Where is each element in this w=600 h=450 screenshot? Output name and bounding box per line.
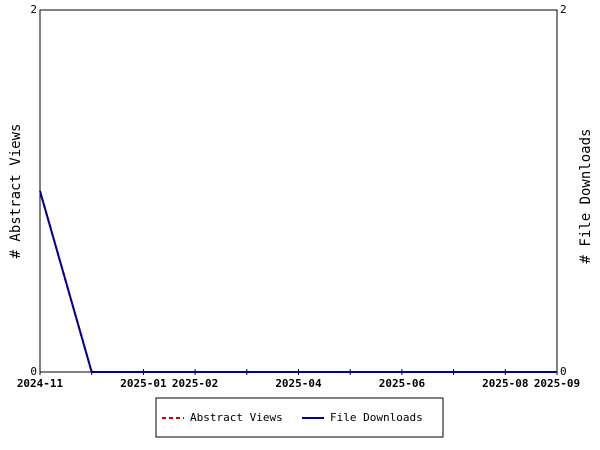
legend-label: Abstract Views — [190, 411, 283, 424]
plot-frame — [39, 9, 558, 373]
legend — [155, 397, 444, 438]
legend-label: File Downloads — [330, 411, 423, 424]
series-line — [39, 190, 557, 373]
x-tick-label: 2025-04 — [275, 377, 322, 390]
x-tick-label: 2024-11 — [17, 377, 64, 390]
y2-tick-label: 2 — [560, 3, 567, 16]
x-tick-label: 2025-06 — [379, 377, 426, 390]
x-tick-label: 2025-08 — [482, 377, 528, 390]
x-tick-label: 2025-01 — [120, 377, 167, 390]
y2-axis-label: # File Downloads — [578, 129, 594, 264]
x-tick-label: 2025-09 — [534, 377, 580, 390]
y-axis-label: # Abstract Views — [8, 124, 24, 259]
y-tick-label: 2 — [30, 3, 37, 16]
y-tick-label: 0 — [30, 365, 37, 378]
y2-tick-label: 0 — [560, 365, 567, 378]
x-tick-label: 2025-02 — [172, 377, 218, 390]
